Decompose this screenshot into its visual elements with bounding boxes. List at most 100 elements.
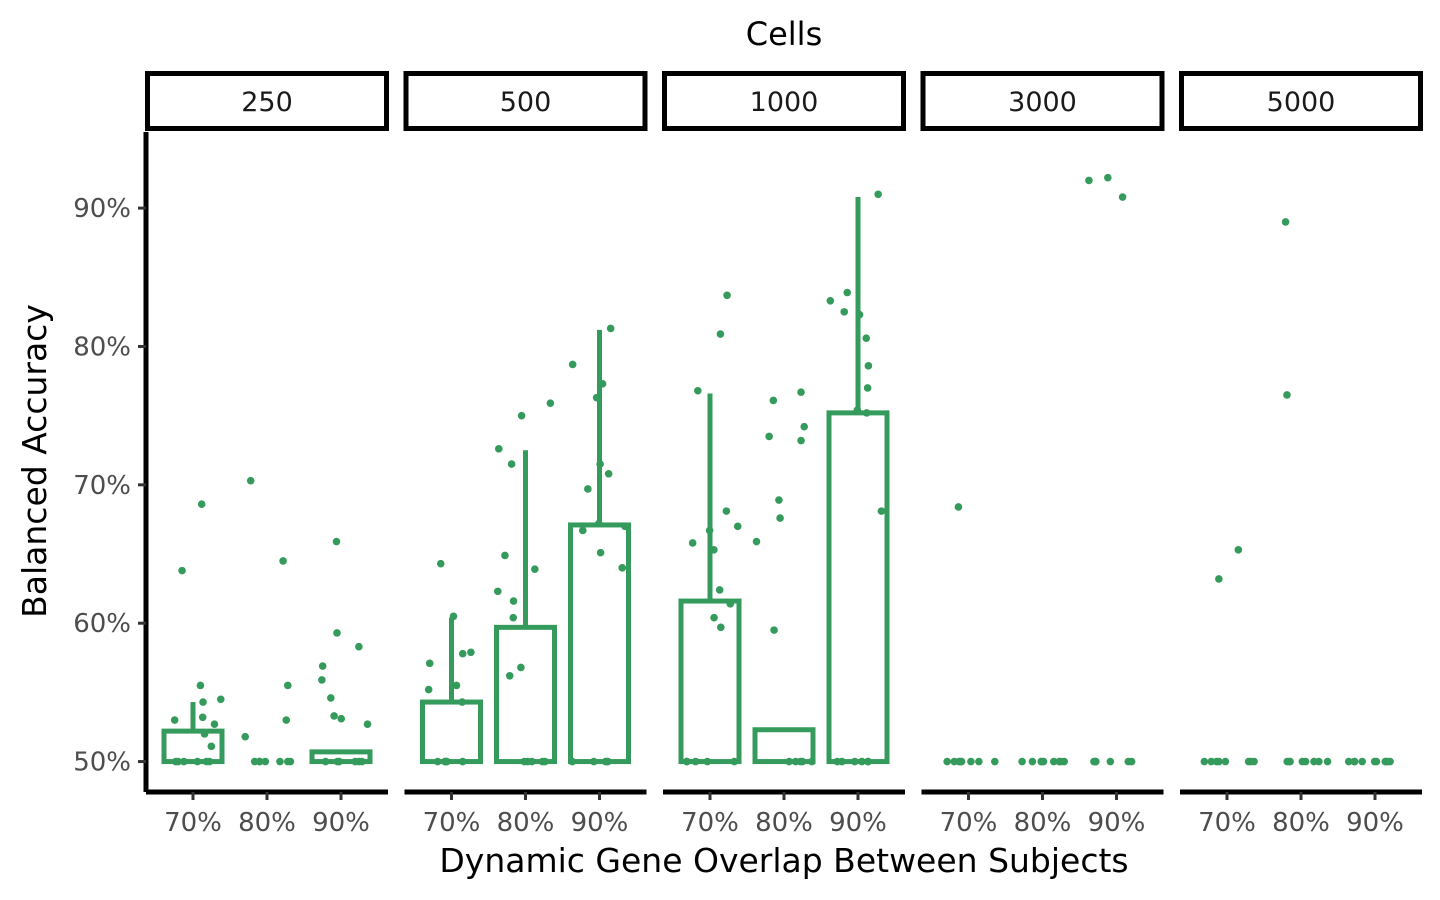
data-point (318, 662, 327, 670)
data-point (276, 757, 284, 766)
facet-strip (920, 71, 1165, 131)
data-point (178, 566, 186, 575)
facet-panel-500: 500 70% 80% 90% (403, 71, 648, 838)
data-point (621, 522, 629, 531)
data-point (752, 537, 761, 546)
facet-panel-250: 250 70% 80% 90% (145, 71, 389, 838)
data-point (170, 716, 179, 724)
x-tick-label: 80% (755, 808, 813, 838)
bar-group (826, 190, 890, 766)
data-point (1386, 757, 1394, 766)
facet-strip (662, 71, 906, 131)
bar-group (1085, 173, 1136, 766)
facet-strip-label: 250 (241, 87, 293, 118)
data-point (733, 522, 742, 531)
data-point (363, 720, 372, 729)
data-point (990, 757, 999, 766)
x-tick-label: 80% (1272, 808, 1330, 838)
data-point (443, 757, 451, 766)
x-tick-label: 80% (497, 808, 555, 838)
x-tick-label: 70% (1198, 808, 1256, 838)
data-point (838, 757, 846, 766)
data-point (1106, 757, 1115, 766)
data-point (604, 757, 612, 766)
x-tick-label: 90% (829, 808, 887, 838)
data-point (282, 716, 291, 724)
data-point (255, 757, 264, 766)
data-point (283, 681, 292, 690)
data-point (858, 757, 866, 766)
data-point (955, 757, 963, 766)
data-point (197, 500, 206, 509)
bar-group (494, 399, 557, 766)
data-point (717, 623, 725, 632)
bar-group (241, 476, 295, 766)
bar (678, 598, 742, 765)
facet-strip-label: 5000 (1267, 87, 1336, 118)
data-point (730, 757, 739, 766)
data-point (855, 310, 864, 319)
data-point (723, 291, 731, 300)
data-point (726, 600, 735, 608)
data-point (528, 757, 536, 766)
data-point (517, 411, 526, 420)
x-tick-label: 70% (423, 808, 481, 838)
data-point (1323, 757, 1332, 766)
x-tick-label: 90% (1088, 808, 1146, 838)
data-point (710, 613, 718, 622)
data-point (517, 663, 525, 672)
data-point (198, 713, 207, 722)
data-point (1200, 757, 1209, 766)
data-point (770, 626, 778, 634)
x-tick-label: 70% (940, 808, 998, 838)
bar (568, 522, 631, 765)
data-point (1244, 757, 1253, 766)
data-point (436, 559, 445, 568)
y-tick-label: 90% (73, 194, 131, 224)
data-point (333, 757, 342, 766)
data-point (1215, 575, 1223, 583)
y-axis: 50% 60% 70% 80% 90% (73, 132, 149, 792)
data-point (606, 324, 615, 333)
bar-group (1018, 757, 1068, 766)
data-point (853, 406, 862, 414)
facet-strip-label: 1000 (750, 87, 819, 118)
data-point (1281, 218, 1290, 226)
bar-group (309, 537, 373, 766)
bar-group (568, 324, 631, 766)
x-tick-label: 90% (571, 808, 629, 838)
data-point (710, 546, 718, 554)
y-tick-label: 70% (73, 471, 131, 501)
data-point (283, 757, 292, 766)
data-point (1350, 757, 1359, 766)
data-point (509, 597, 518, 605)
data-point (967, 757, 975, 766)
facet-panel-1000: 1000 70% 80% 90% (662, 71, 906, 838)
bar (826, 410, 890, 765)
data-point (862, 334, 871, 342)
data-point (683, 757, 691, 766)
data-point (425, 659, 434, 668)
data-point (321, 757, 330, 766)
data-point (1215, 757, 1223, 766)
data-point (943, 757, 951, 766)
data-point (688, 539, 697, 547)
bar-group (943, 503, 999, 766)
bar (752, 727, 816, 765)
x-tick-label: 90% (312, 808, 370, 838)
data-point (715, 586, 724, 594)
data-point (1060, 757, 1068, 766)
data-point (1234, 546, 1243, 554)
data-point (765, 432, 773, 441)
data-point (180, 757, 188, 766)
data-point (174, 757, 182, 766)
data-point (1298, 757, 1307, 766)
data-point (458, 757, 467, 766)
data-point (578, 526, 587, 535)
y-tick-label: 50% (73, 748, 131, 778)
data-point (200, 730, 209, 738)
data-point (355, 757, 363, 766)
data-point (1049, 757, 1058, 766)
data-point (193, 757, 202, 766)
